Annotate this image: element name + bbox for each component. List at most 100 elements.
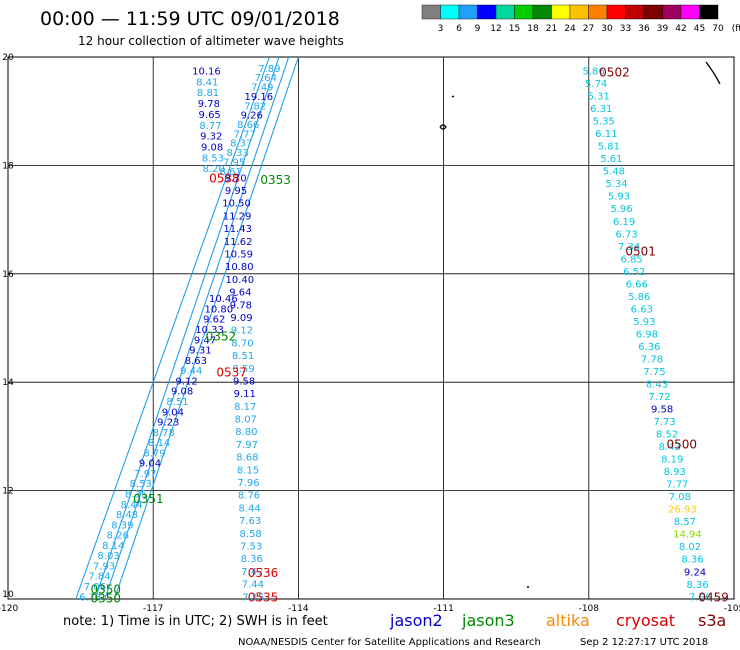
wave-height-value: 8.43 — [646, 379, 668, 390]
wave-height-value: 9.65 — [199, 110, 221, 121]
colorbar-swatch — [441, 5, 460, 19]
wave-height-value: 7.78 — [641, 354, 663, 365]
altimeter-map: 00:00 — 11:59 UTC 09/01/2018 12 hour col… — [0, 0, 740, 650]
wave-height-value: 8.68 — [236, 453, 258, 464]
colorbar-tick-label: 12 — [490, 24, 501, 34]
wave-height-value: 5.93 — [608, 192, 630, 203]
legend-jason2: jason2 — [389, 611, 443, 630]
colorbar-swatch — [700, 5, 719, 19]
colorbar-swatch — [459, 5, 478, 19]
colorbar-swatch — [589, 5, 608, 19]
colorbar-tick-label: 21 — [546, 24, 557, 34]
wave-height-value: 11.43 — [223, 224, 252, 235]
wave-height-value: 6.63 — [631, 304, 653, 315]
coastline-segment — [706, 62, 720, 84]
jason-tracks — [76, 57, 299, 599]
colorbar-swatch — [478, 5, 497, 19]
wave-height-value: 10.16 — [192, 67, 221, 78]
wave-height-value: 8.17 — [234, 402, 256, 413]
colorbar-tick-label: 6 — [456, 24, 462, 34]
wave-height-value: 5.96 — [610, 204, 632, 215]
legend-altika: altika — [546, 611, 590, 630]
wave-height-value: 5.74 — [585, 79, 607, 90]
wave-height-value: 10.50 — [222, 199, 251, 210]
wave-height-value: 5.31 — [588, 92, 610, 103]
wave-height-labels: 5.865.745.316.315.356.115.815.615.485.34… — [79, 64, 711, 603]
wave-height-value: 7.75 — [643, 367, 665, 378]
wave-height-value: 9.09 — [230, 313, 252, 324]
wave-height-value: 6.73 — [615, 229, 637, 240]
colorbar-tick-label: 42 — [675, 24, 686, 34]
y-tick-label: 12 — [2, 487, 13, 497]
pass-time-label: 0500 — [666, 437, 697, 451]
wave-height-value: 7.96 — [237, 478, 259, 489]
colorbar-tick-label: 30 — [601, 24, 613, 34]
wave-height-value: 8.36 — [241, 554, 263, 565]
colorbar-swatch — [681, 5, 700, 19]
colorbar-tick-label: 9 — [475, 24, 481, 34]
wave-height-value: 8.44 — [238, 503, 260, 514]
colorbar-swatch — [533, 5, 552, 19]
colorbar-swatch — [607, 5, 626, 19]
wave-height-value: 7.73 — [653, 417, 675, 428]
y-tick-label: 10 — [2, 590, 14, 600]
wave-height-value: 9.58 — [651, 405, 673, 416]
pass-time-label: 0536 — [248, 566, 279, 580]
footer-note: note: 1) Time is in UTC; 2) SWH is in fe… — [63, 614, 328, 629]
wave-height-value: 6.19 — [613, 217, 635, 228]
wave-height-value: 8.53 — [202, 153, 224, 164]
wave-height-value: 9.78 — [198, 99, 220, 110]
wave-height-value: 8.19 — [661, 455, 683, 466]
pass-time-label: 0350 — [90, 591, 121, 605]
wave-height-value: 7.63 — [239, 516, 261, 527]
wave-height-value: 8.57 — [674, 517, 696, 528]
y-tick-label: 18 — [2, 161, 14, 171]
wave-height-value: 7.08 — [669, 492, 691, 503]
pass-time-label: 0353 — [260, 173, 291, 187]
island-mark — [452, 96, 454, 97]
wave-height-value: 7.97 — [236, 440, 258, 451]
colorbar-swatch — [515, 5, 534, 19]
wave-height-value: 14.94 — [673, 530, 702, 541]
pass-time-label: 0538 — [209, 171, 240, 185]
pass-time-label: 0502 — [599, 66, 630, 80]
wave-height-value: 8.93 — [664, 467, 686, 478]
wave-height-value: 8.76 — [238, 491, 260, 502]
plot-area: 5.865.745.316.315.356.115.815.615.485.34… — [0, 53, 740, 614]
pass-time-label: 0351 — [133, 492, 164, 506]
wave-height-value: 5.86 — [628, 292, 650, 303]
page-title: 00:00 — 11:59 UTC 09/01/2018 — [40, 8, 340, 30]
colorbar-tick-label: 39 — [657, 24, 669, 34]
wave-height-value: 5.48 — [603, 167, 625, 178]
colorbar-tick-label: 70 — [712, 24, 724, 34]
pass-time-label: 0501 — [625, 244, 656, 258]
wave-height-value: 10.59 — [224, 249, 253, 260]
x-tick-label: -117 — [143, 604, 163, 614]
colorbar-swatch — [552, 5, 571, 19]
wave-height-value: 8.02 — [679, 542, 701, 553]
wave-height-value: 5.81 — [598, 142, 620, 153]
wave-height-value: 6.31 — [590, 104, 612, 115]
wave-height-value: 8.15 — [237, 465, 259, 476]
credit-text: NOAA/NESDIS Center for Satellite Applica… — [238, 637, 541, 648]
colorbar-tick-label: (ft) — [732, 24, 740, 34]
wave-height-value: 9.24 — [684, 567, 706, 578]
wave-height-value: 6.52 — [623, 267, 645, 278]
x-tick-label: -120 — [0, 604, 18, 614]
wave-height-value: 6.11 — [595, 129, 617, 140]
colorbar-tick-label: 15 — [509, 24, 520, 34]
wave-height-chart: 00:00 — 11:59 UTC 09/01/2018 12 hour col… — [0, 0, 740, 650]
colorbar-swatch — [422, 5, 441, 19]
wave-height-value: 8.41 — [196, 77, 218, 88]
wave-height-value: 5.35 — [593, 117, 615, 128]
satellite-legend: jason2 jason3 altika cryosat s3a — [389, 611, 726, 630]
wave-height-value: 8.36 — [681, 555, 703, 566]
wave-height-value: 6.66 — [626, 279, 648, 290]
legend-jason3: jason3 — [461, 611, 515, 630]
wave-height-value: 8.51 — [232, 351, 254, 362]
wave-height-value: 8.81 — [197, 88, 219, 99]
wave-height-value: 11.62 — [224, 237, 253, 248]
colorbar-tick-label: 33 — [620, 24, 631, 34]
wave-height-value: 26.93 — [668, 505, 697, 516]
